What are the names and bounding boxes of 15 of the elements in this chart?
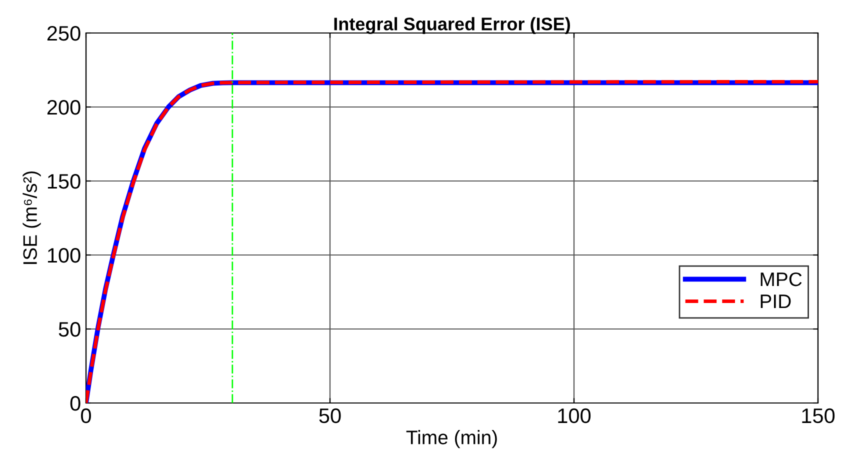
x-tick-label: 100 [558, 408, 591, 424]
y-tick-label: 150 [48, 174, 80, 189]
x-axis-title: Time (min) [406, 430, 497, 448]
y-tick-label: 0 [70, 396, 80, 411]
legend-label: PID [760, 294, 791, 308]
y-tick-label: 100 [48, 248, 80, 263]
y-axis-title: ISE (m⁶/s²) [22, 171, 41, 264]
x-tick-label: 50 [319, 408, 341, 424]
y-tick-label: 50 [58, 322, 80, 337]
x-tick-label: 150 [802, 408, 835, 424]
legend-label: MPC [760, 272, 802, 286]
y-tick-label: 250 [47, 26, 80, 41]
chart-title: Integral Squared Error (ISE) [334, 17, 570, 34]
y-tick-label: 200 [47, 100, 80, 115]
x-tick-label: 0 [81, 408, 91, 424]
